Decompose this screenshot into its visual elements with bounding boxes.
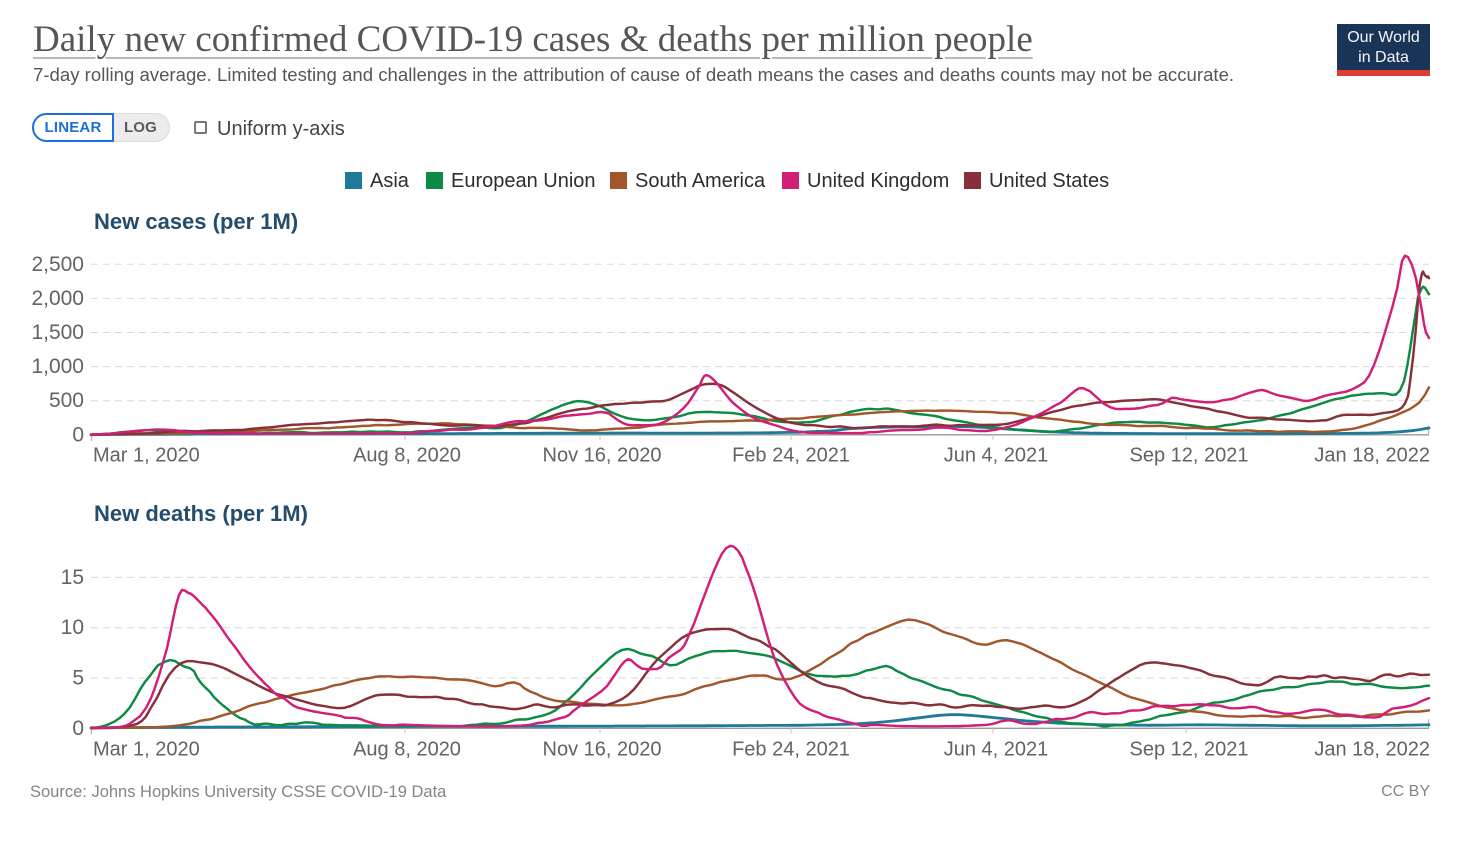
svg-text:Jan 18, 2022: Jan 18, 2022 — [1314, 739, 1430, 761]
svg-text:Jun 4, 2021: Jun 4, 2021 — [944, 739, 1049, 761]
svg-text:Aug 8, 2020: Aug 8, 2020 — [353, 739, 461, 761]
svg-text:500: 500 — [49, 389, 84, 412]
svg-text:Aug 8, 2020: Aug 8, 2020 — [353, 445, 461, 467]
svg-text:2,500: 2,500 — [31, 253, 84, 276]
svg-text:0: 0 — [72, 717, 84, 740]
svg-text:5: 5 — [72, 667, 84, 690]
svg-text:Feb 24, 2021: Feb 24, 2021 — [732, 739, 850, 761]
svg-text:Mar 1, 2020: Mar 1, 2020 — [93, 739, 200, 761]
svg-text:Sep 12, 2021: Sep 12, 2021 — [1130, 445, 1249, 467]
svg-text:15: 15 — [61, 566, 84, 589]
svg-text:Nov 16, 2020: Nov 16, 2020 — [543, 739, 662, 761]
svg-text:Nov 16, 2020: Nov 16, 2020 — [543, 445, 662, 467]
svg-text:Feb 24, 2021: Feb 24, 2021 — [732, 445, 850, 467]
svg-text:Sep 12, 2021: Sep 12, 2021 — [1130, 739, 1249, 761]
svg-text:Mar 1, 2020: Mar 1, 2020 — [93, 445, 200, 467]
svg-text:1,500: 1,500 — [31, 321, 84, 344]
svg-text:Jan 18, 2022: Jan 18, 2022 — [1314, 445, 1430, 467]
svg-text:Jun 4, 2021: Jun 4, 2021 — [944, 445, 1049, 467]
svg-text:2,000: 2,000 — [31, 287, 84, 310]
svg-text:0: 0 — [72, 423, 84, 446]
svg-text:1,000: 1,000 — [31, 355, 84, 378]
svg-text:10: 10 — [61, 616, 84, 639]
